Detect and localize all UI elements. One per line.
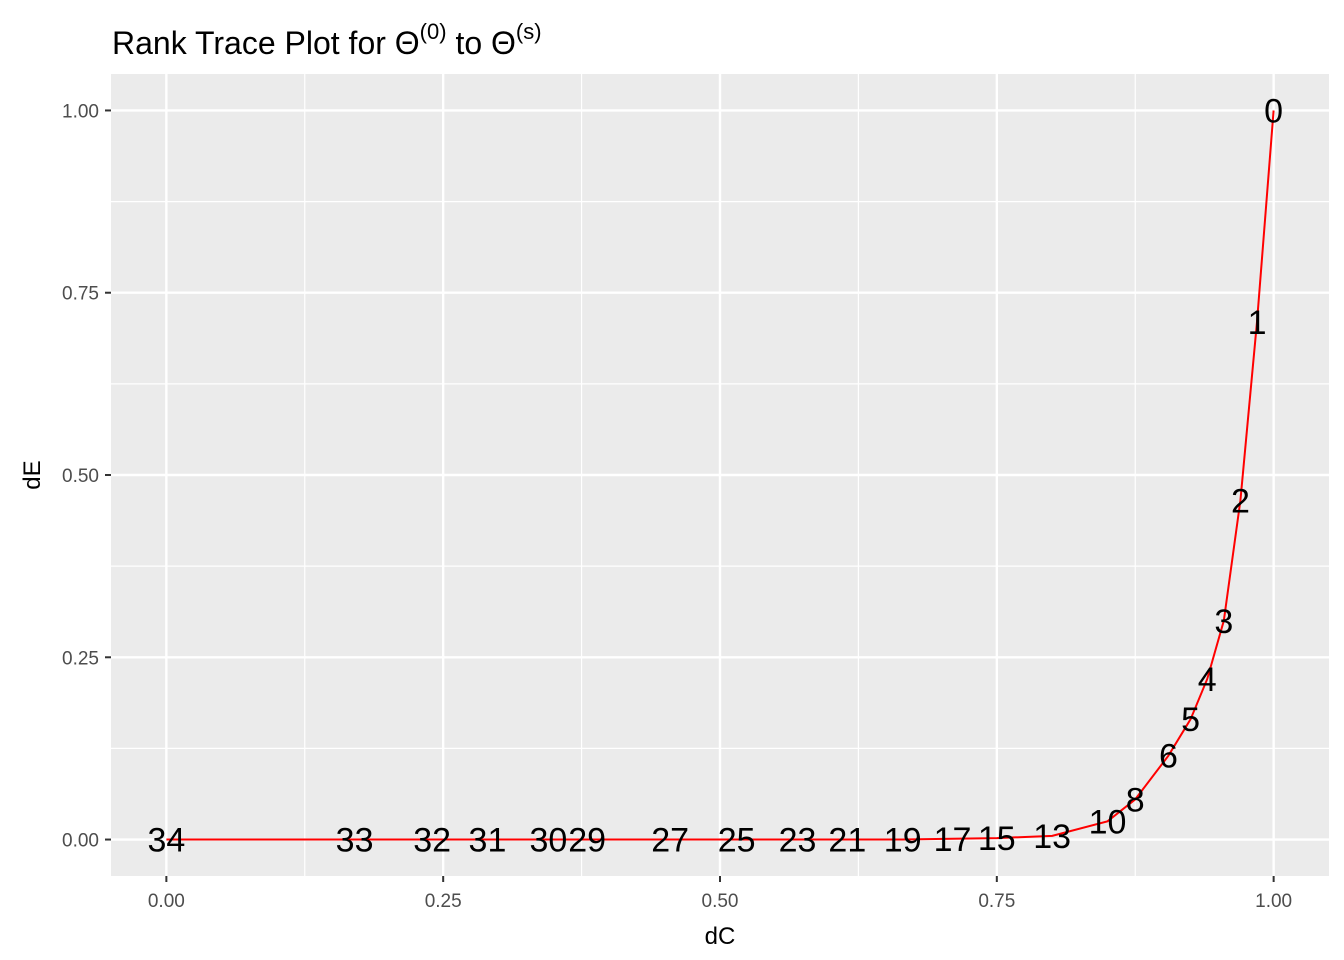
series-line xyxy=(166,110,1275,841)
point-label: 27 xyxy=(651,822,689,860)
point-label: 8 xyxy=(1126,781,1145,819)
point-label: 10 xyxy=(1089,803,1127,841)
point-label: 30 xyxy=(529,822,567,860)
chart-title-symbol-2: Θ xyxy=(491,25,516,61)
y-tick-label: 0.00 xyxy=(62,831,99,852)
point-label: 34 xyxy=(147,822,185,860)
chart-title-symbol-1: Θ xyxy=(395,25,420,61)
point-label: 5 xyxy=(1181,701,1200,739)
point-label: 1 xyxy=(1248,304,1267,342)
chart-title-main: Rank Trace Plot for xyxy=(112,25,395,61)
y-axis-title: dE xyxy=(19,460,46,489)
point-label: 25 xyxy=(718,822,756,860)
chart-title-mid: to xyxy=(447,25,491,61)
point-label: 15 xyxy=(978,820,1016,858)
point-label: 19 xyxy=(884,822,922,860)
x-tick-label: 0.50 xyxy=(702,891,739,912)
y-axis: 0.00 0.25 0.50 0.75 1.00 xyxy=(62,101,111,852)
x-axis-title: dC xyxy=(705,923,736,950)
point-label: 6 xyxy=(1159,738,1178,776)
x-tick-label: 1.00 xyxy=(1255,891,1292,912)
chart-title-sup-2: (s) xyxy=(516,19,542,44)
point-label: 3 xyxy=(1214,603,1233,641)
point-label: 33 xyxy=(336,822,374,860)
y-tick-label: 1.00 xyxy=(62,101,99,122)
y-tick-label: 0.75 xyxy=(62,284,99,305)
point-label: 21 xyxy=(828,822,866,860)
chart-title: Rank Trace Plot for Θ(0) to Θ(s) xyxy=(112,19,542,61)
x-tick-label: 0.00 xyxy=(148,891,185,912)
y-tick-label: 0.25 xyxy=(62,648,99,669)
point-label: 13 xyxy=(1033,818,1071,856)
point-label: 4 xyxy=(1198,661,1217,699)
chart-title-sup-1: (0) xyxy=(420,19,447,44)
point-label: 31 xyxy=(469,822,507,860)
x-tick-label: 0.75 xyxy=(978,891,1015,912)
point-label: 17 xyxy=(934,821,972,859)
x-tick-label: 0.25 xyxy=(425,891,462,912)
y-tick-label: 0.50 xyxy=(62,466,99,487)
point-label: 29 xyxy=(568,822,606,860)
point-label: 32 xyxy=(413,822,451,860)
point-label: 0 xyxy=(1264,92,1283,130)
point-label: 2 xyxy=(1231,483,1250,521)
point-label: 23 xyxy=(779,822,817,860)
x-axis: 0.00 0.25 0.50 0.75 1.00 xyxy=(148,876,1292,912)
